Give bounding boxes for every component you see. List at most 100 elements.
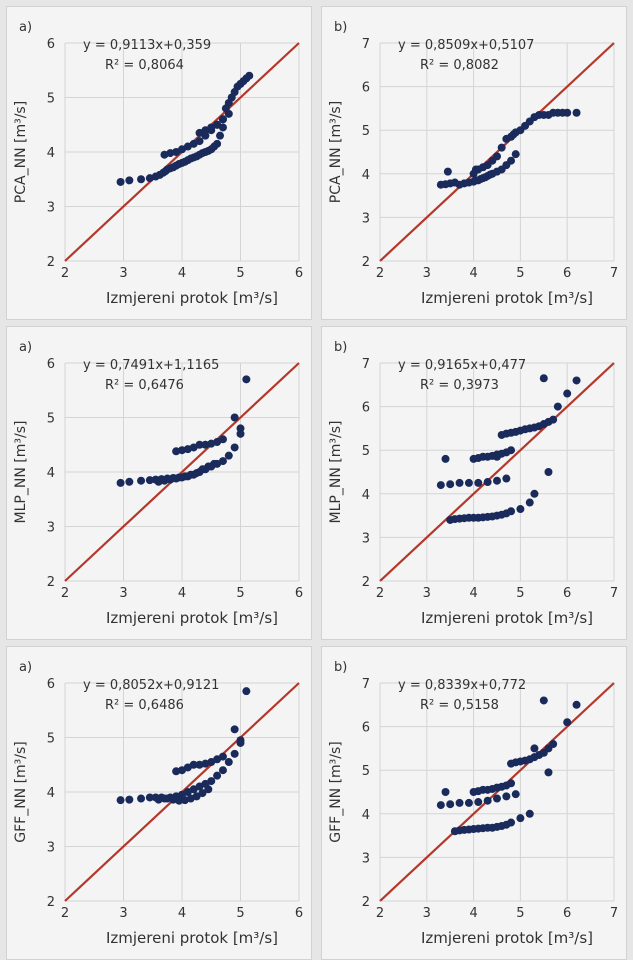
data-point [137,175,146,184]
data-point [507,446,516,455]
data-point [443,167,452,176]
y-tick-label: 3 [47,201,55,216]
data-point [493,452,501,461]
y-tick-label: 3 [362,851,370,866]
x-tick-label: 4 [178,266,186,281]
panel-label: a) [19,340,32,355]
regression-equation: y = 0,8509x+0,5107 [398,38,534,53]
data-point [236,738,245,747]
panel-label: b) [334,660,347,675]
data-point [530,489,539,498]
regression-equation: y = 0,9113x+0,359 [83,38,211,53]
x-tick-label: 4 [469,266,477,281]
y-axis-title: MLP_NN [m³/s] [13,421,29,524]
x-axis-title: Izmjereni protok [m³/s] [421,609,593,627]
y-tick-label: 3 [47,841,55,856]
x-tick-label: 3 [423,586,431,601]
r-squared-label: R² = 0,3973 [420,378,499,393]
x-tick-label: 2 [61,906,69,921]
data-point [137,794,146,803]
reference-line [64,362,300,582]
x-tick-label: 6 [295,906,303,921]
data-point [195,137,204,146]
y-tick-label: 5 [47,92,55,107]
x-tick-label: 4 [469,906,477,921]
x-tick-label: 3 [119,586,127,601]
y-tick-label: 6 [362,721,370,736]
data-point [446,800,455,809]
x-axis-title: Izmjereni protok [m³/s] [421,289,593,307]
y-tick-label: 2 [362,895,370,910]
x-tick-label: 3 [423,906,431,921]
y-tick-label: 4 [362,808,370,823]
data-point [497,143,506,152]
data-point [464,798,473,807]
x-tick-label: 6 [295,266,303,281]
data-point [464,478,473,487]
data-point [502,474,511,483]
data-point [218,752,227,761]
x-axis-title: Izmjereni protok [m³/s] [106,609,278,627]
y-tick-label: 6 [47,37,55,52]
data-point [224,758,233,767]
data-point [230,443,239,452]
data-point [230,725,239,734]
data-point [436,801,445,810]
r-squared-label: R² = 0,8082 [420,58,499,73]
data-point [539,696,548,705]
y-tick-label: 7 [362,37,370,52]
x-tick-label: 7 [610,586,618,601]
data-point [474,798,483,807]
x-tick-label: 4 [178,906,186,921]
data-point [563,108,572,117]
data-point [572,108,581,117]
panel-label: b) [334,20,347,35]
x-tick-label: 6 [563,266,571,281]
data-point [525,498,534,507]
data-point [145,476,154,485]
x-tick-label: 2 [376,906,384,921]
data-point [218,766,227,775]
data-point [483,478,492,487]
data-point [493,476,501,485]
data-point [563,389,572,398]
data-point [502,792,511,801]
panel-label: b) [334,340,347,355]
data-point [116,796,125,805]
scatter-chart: 2 3 4 5 6 7 2 3 4 5 6 7 b) y = 0,9165x+0,477 R² = 0,39… [328,340,618,627]
y-tick-label: 7 [362,357,370,372]
y-axis-title: GFF_NN [m³/s] [13,741,29,843]
r-squared-label: R² = 0,6476 [105,378,184,393]
data-point [474,478,483,487]
data-point [493,794,501,803]
data-point [544,468,553,476]
data-point [145,793,154,802]
x-tick-label: 3 [119,906,127,921]
x-tick-label: 3 [423,266,431,281]
x-axis-title: Izmjereni protok [m³/s] [421,929,593,947]
x-tick-label: 6 [563,906,571,921]
x-tick-label: 4 [178,586,186,601]
y-tick-label: 2 [362,575,370,590]
chart-panel-3: 2 3 4 5 6 2 3 4 5 6 a) y = 0,7491x+1,1165 R² = 0,647… [6,326,312,640]
x-tick-label: 6 [563,586,571,601]
y-tick-label: 5 [47,412,55,427]
r-squared-label: R² = 0,6486 [105,698,184,713]
data-point [125,795,134,804]
data-point [471,165,480,174]
regression-equation: y = 0,7491x+1,1165 [83,358,219,373]
data-point [530,744,539,753]
data-point [189,760,198,769]
data-point [207,777,216,786]
x-axis-title: Izmjereni protok [m³/s] [106,289,278,307]
y-tick-label: 6 [47,357,55,372]
x-tick-label: 7 [610,906,618,921]
x-tick-label: 3 [119,266,127,281]
data-point [195,440,204,449]
panel-label: a) [19,660,32,675]
data-point [549,740,558,749]
data-point [218,457,227,466]
data-point [436,481,445,490]
data-point [236,424,245,433]
